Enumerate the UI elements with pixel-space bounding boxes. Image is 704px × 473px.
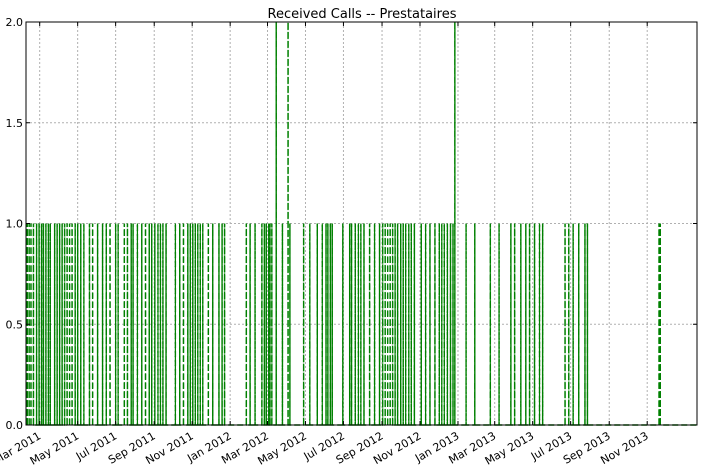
y-tick-label: 0.5 — [6, 318, 24, 331]
y-tick-label: 0.0 — [6, 419, 24, 432]
y-tick-label: 1.0 — [6, 218, 24, 231]
y-axis: 0.0 0.5 1.0 1.5 2.0 — [6, 16, 697, 432]
y-tick-label: 2.0 — [6, 16, 24, 29]
series-layer — [26, 22, 697, 426]
chart-title: Received Calls -- Prestataires — [268, 7, 457, 22]
y-tick-label: 1.5 — [6, 117, 24, 130]
